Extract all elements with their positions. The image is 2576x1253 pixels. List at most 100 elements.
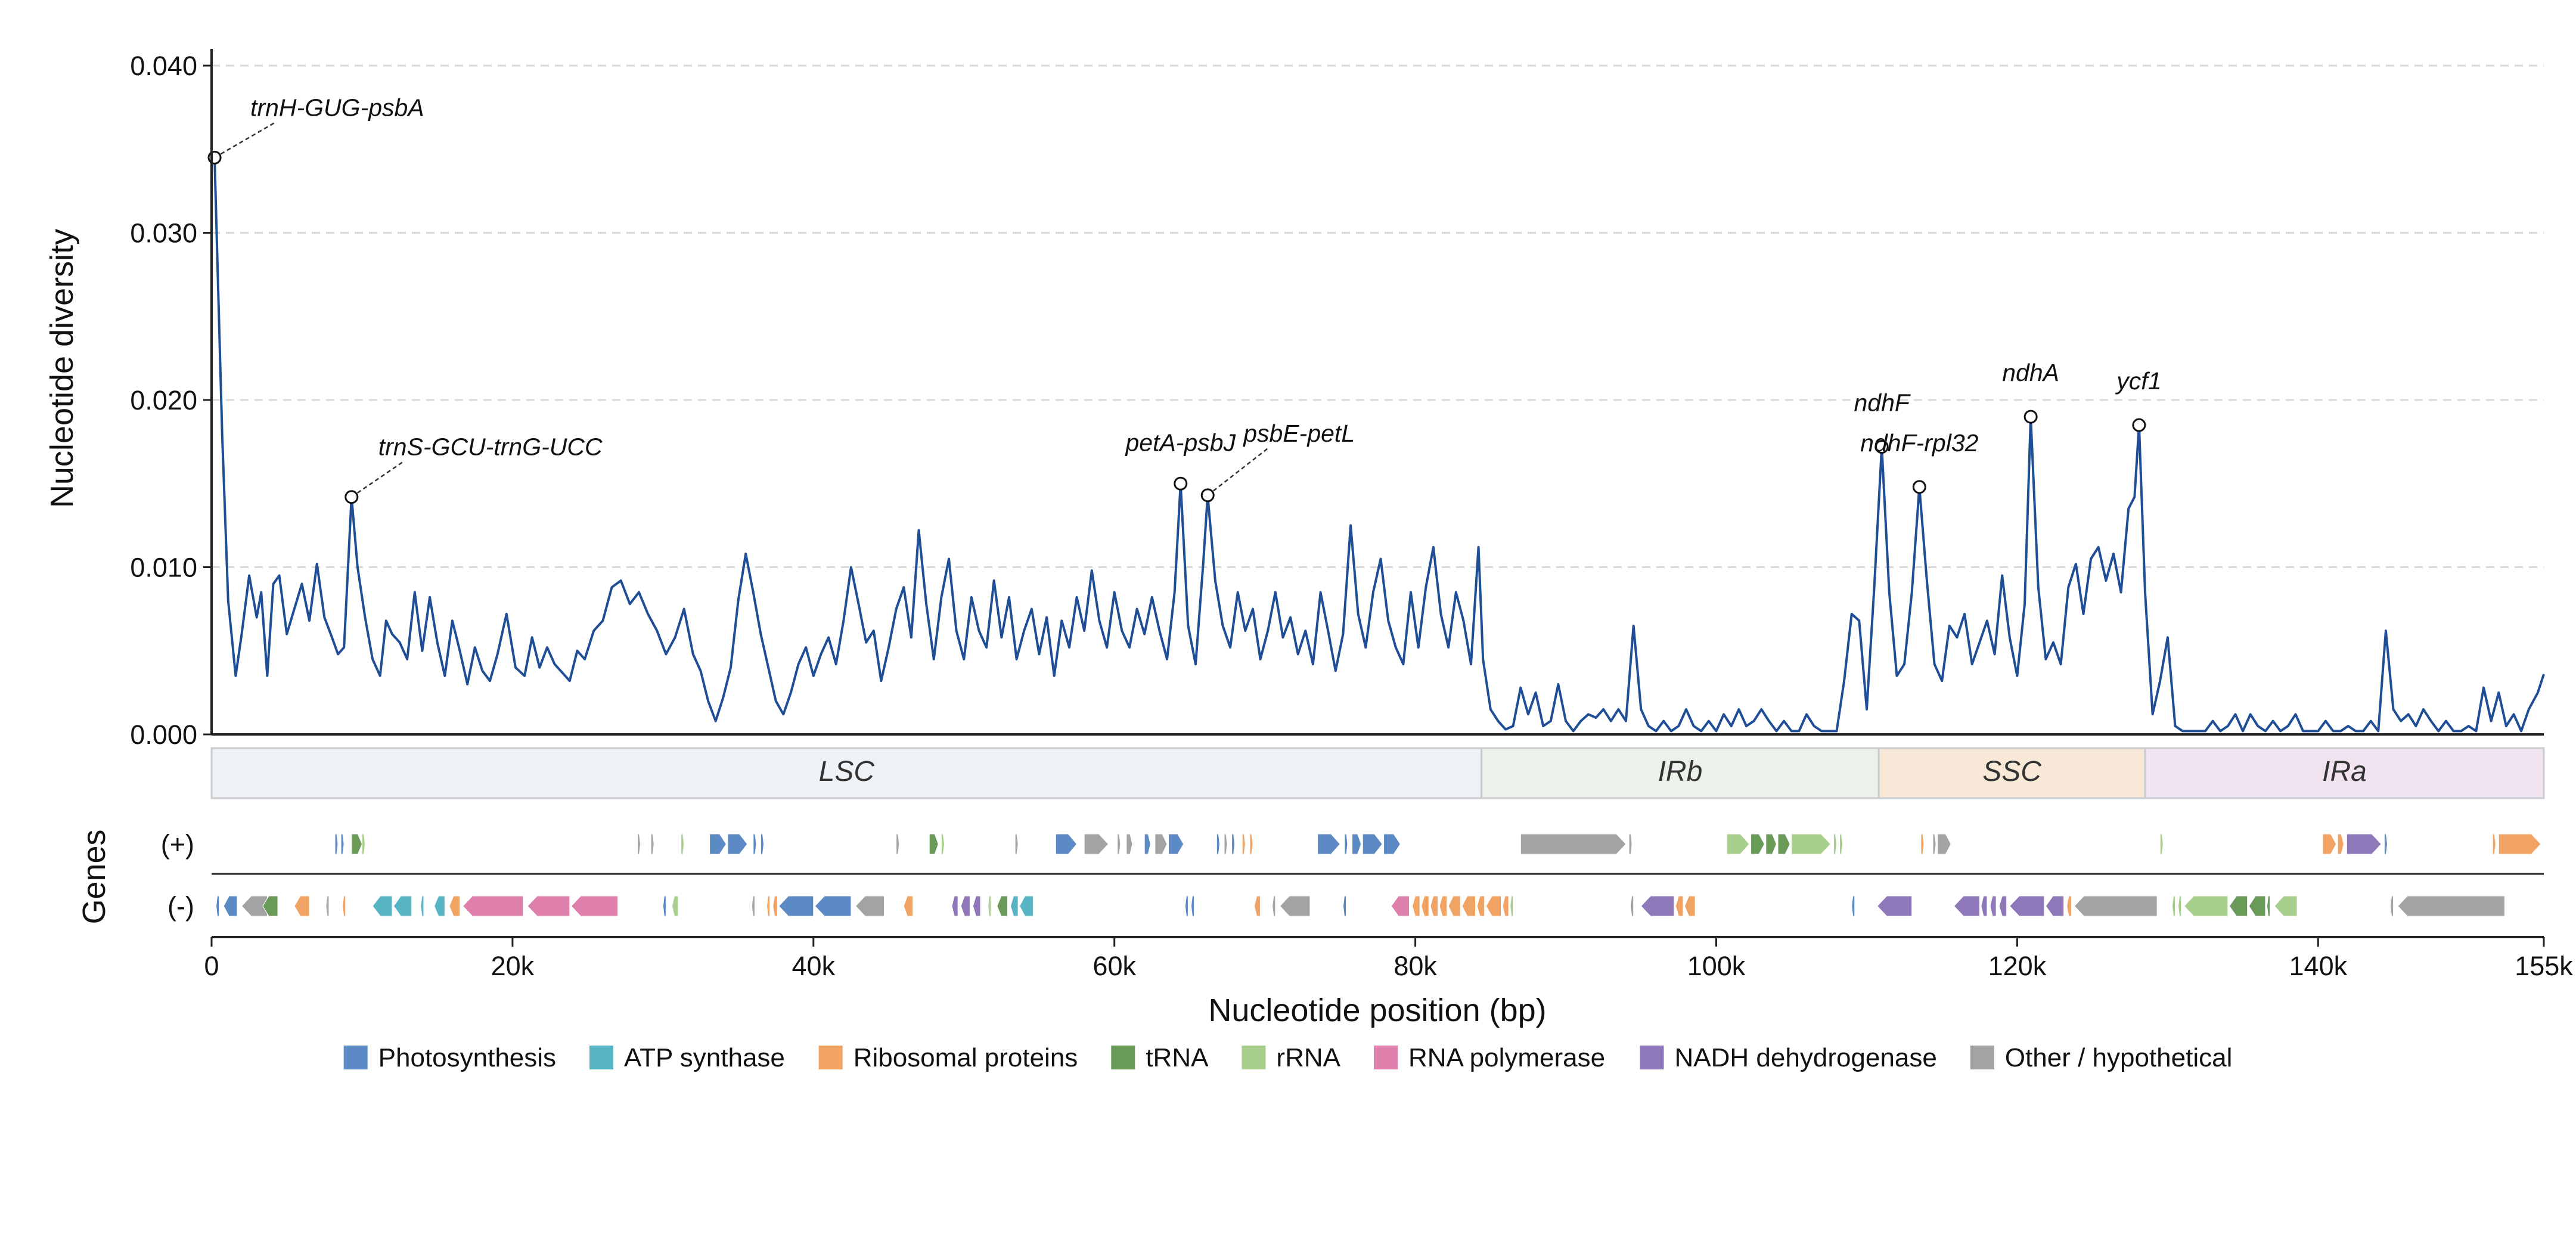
gene-plus xyxy=(1628,833,1632,855)
peak-label: trnS-GCU-trnG-UCC xyxy=(378,433,603,461)
gene-minus xyxy=(1272,895,1276,917)
diversity-line xyxy=(213,157,2545,733)
gene-plus xyxy=(2492,833,2496,855)
gene-plus xyxy=(2498,833,2541,855)
gene-minus xyxy=(972,895,981,917)
gene-plus xyxy=(1765,833,1777,855)
gene-plus xyxy=(2346,833,2382,855)
gene-minus xyxy=(2274,895,2298,917)
gene-plus xyxy=(351,833,362,855)
peak-label: ndhF xyxy=(1854,389,1910,417)
gene-minus xyxy=(951,895,958,917)
x-tick-label: 155k xyxy=(2515,951,2573,981)
gene-plus xyxy=(1055,833,1078,855)
legend-swatch-rnap xyxy=(1373,1046,1398,1069)
region-irb xyxy=(1481,747,1880,799)
x-tick-label: 140k xyxy=(2289,951,2348,981)
strand-minus-label: (-) xyxy=(167,891,194,922)
gene-minus xyxy=(1476,895,1485,917)
gene-plus xyxy=(1932,833,1936,855)
region-label: SSC xyxy=(1982,756,2041,787)
gene-plus xyxy=(1937,833,1951,855)
x-tick-label: 20k xyxy=(491,951,535,981)
gene-plus xyxy=(2322,833,2337,855)
region-label: IRa xyxy=(2322,756,2367,787)
gene-minus xyxy=(1010,895,1019,917)
x-tick-label: 100k xyxy=(1687,951,1746,981)
peak-label: psbE-petL xyxy=(1242,420,1355,447)
gene-plus xyxy=(1362,833,1383,855)
legend-label-other: Other / hypothetical xyxy=(2005,1043,2233,1072)
gene-plus xyxy=(334,833,339,855)
strand-plus-label: (+) xyxy=(161,829,194,860)
legend-swatch-rrna xyxy=(1242,1046,1266,1069)
gene-minus xyxy=(462,895,524,917)
region-label: IRb xyxy=(1658,756,1703,787)
gene-minus xyxy=(1019,895,1033,917)
gene-plus xyxy=(896,833,900,855)
x-axis-title: Nucleotide position (bp) xyxy=(1208,993,1546,1028)
gene-minus xyxy=(1439,895,1448,917)
gene-minus xyxy=(903,895,913,917)
region-ssc xyxy=(1877,747,2146,799)
gene-minus xyxy=(1640,895,1675,917)
legend-label-atp: ATP synthase xyxy=(624,1043,785,1072)
gene-minus xyxy=(2045,895,2065,917)
gene-plus xyxy=(681,833,685,855)
gene-minus xyxy=(671,895,679,917)
peak-marker xyxy=(1174,476,1188,491)
gene-plus xyxy=(1726,833,1750,855)
peak-label: trnH-GUG-psbA xyxy=(250,94,424,121)
gene-tracks xyxy=(212,833,2544,938)
x-tick-label: 120k xyxy=(1988,951,2047,981)
gene-plus xyxy=(760,833,765,855)
gene-plus xyxy=(941,833,945,855)
gene-minus xyxy=(1279,895,1311,917)
gene-minus xyxy=(2248,895,2266,917)
gene-plus xyxy=(340,833,344,855)
gene-minus xyxy=(527,895,570,917)
gene-minus xyxy=(1430,895,1438,917)
gene-minus xyxy=(216,895,220,917)
gene-minus xyxy=(997,895,1008,917)
gene-plus xyxy=(1839,833,1843,855)
y-tick-label: 0.040 xyxy=(130,51,197,81)
gene-minus xyxy=(960,895,970,917)
gene-plus xyxy=(1126,833,1133,855)
legend-label-ndh: NADH dehydrogenase xyxy=(1675,1043,1937,1072)
gene-plus xyxy=(1117,833,1121,855)
peak-annotations: trnH-GUG-psbA trnS-GCU-trnG-UCC petA-psbJ p… xyxy=(207,94,2162,504)
legend: Photosynthesis ATP synthase Ribosomal prot… xyxy=(343,1043,2233,1072)
gene-minus xyxy=(294,895,310,917)
y-tick-label: 0.000 xyxy=(130,719,197,750)
gene-plus xyxy=(1833,833,1837,855)
gene-minus xyxy=(1184,895,1188,917)
gene-minus xyxy=(2171,895,2175,917)
gene-minus xyxy=(1510,895,1514,917)
gene-plus xyxy=(727,833,748,855)
annotation-leader xyxy=(1207,448,1268,496)
peak-marker xyxy=(344,490,359,504)
peak-label: ycf1 xyxy=(2115,367,2161,395)
peak-label: ndhA xyxy=(2002,359,2059,386)
gene-plus xyxy=(1168,833,1184,855)
y-axis-title: Nucleotide diversity xyxy=(44,229,80,508)
gene-plus xyxy=(1383,833,1401,855)
region-lsc xyxy=(210,747,1483,799)
gene-plus xyxy=(929,833,939,855)
gene-plus xyxy=(709,833,727,855)
gene-minus xyxy=(1421,895,1429,917)
x-tick-label: 0 xyxy=(204,951,219,981)
gene-plus xyxy=(1242,833,1246,855)
gene-minus xyxy=(342,895,346,917)
gene-minus xyxy=(2009,895,2045,917)
peak-marker xyxy=(2132,418,2146,432)
gene-minus xyxy=(2183,895,2229,917)
gene-plus xyxy=(1249,833,1253,855)
gene-minus xyxy=(372,895,393,917)
gene-minus xyxy=(1253,895,1261,917)
gene-minus xyxy=(751,895,755,917)
gene-plus xyxy=(2159,833,2164,855)
gene-minus xyxy=(2066,895,2072,917)
